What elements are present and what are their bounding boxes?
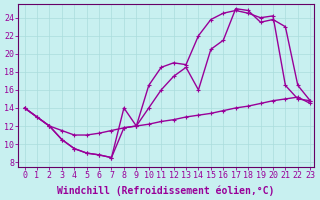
X-axis label: Windchill (Refroidissement éolien,°C): Windchill (Refroidissement éolien,°C) [58, 185, 275, 196]
